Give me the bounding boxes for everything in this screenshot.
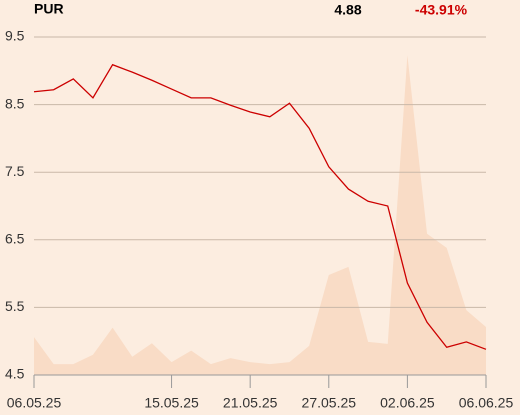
y-tick-label: 5.5: [5, 298, 25, 314]
x-tick-label: 06.06.25: [459, 395, 514, 411]
x-tick-label: 15.05.25: [144, 395, 199, 411]
volume-area: [34, 55, 486, 375]
symbol: PUR: [34, 1, 64, 17]
y-tick-label: 4.5: [5, 366, 25, 382]
x-tick-label: 27.05.25: [302, 395, 357, 411]
x-tick-label: 21.05.25: [223, 395, 278, 411]
y-tick-label: 7.5: [5, 163, 25, 179]
price: 4.88: [334, 2, 361, 18]
x-tick-label: 06.05.25: [7, 395, 62, 411]
price-line: [33, 63, 487, 350]
y-tick-label: 6.5: [5, 231, 25, 247]
y-tick-label: 9.5: [5, 28, 25, 44]
y-tick-label: 8.5: [5, 95, 25, 111]
x-tick-label: 02.06.25: [380, 395, 435, 411]
change: -43.91%: [415, 2, 468, 18]
